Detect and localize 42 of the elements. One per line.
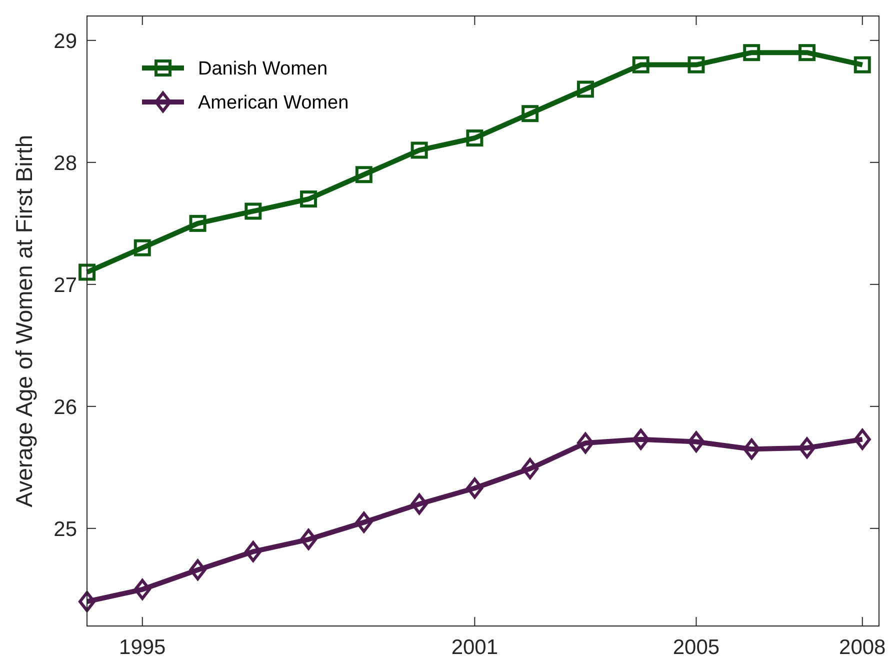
point xyxy=(134,239,151,256)
y-tick-label: 27 xyxy=(54,274,77,297)
legend-label: Danish Women xyxy=(198,58,328,80)
point xyxy=(355,512,372,533)
y-tick-label: 25 xyxy=(54,518,77,541)
y-axis-title: Average Age of Women at First Birth xyxy=(11,134,37,508)
point xyxy=(854,428,871,450)
point xyxy=(189,559,206,580)
legend-label: American Women xyxy=(198,92,349,114)
point xyxy=(798,437,816,458)
x-tick-label: 1995 xyxy=(119,636,166,659)
y-tick-label: 28 xyxy=(54,152,77,175)
point xyxy=(522,458,539,480)
x-tick-label: 2005 xyxy=(672,636,720,659)
point xyxy=(632,428,650,450)
x-tick-label: 2008 xyxy=(839,636,886,659)
y-tick-label: 26 xyxy=(54,396,77,419)
point xyxy=(78,591,96,612)
point xyxy=(244,202,262,220)
point xyxy=(688,431,705,452)
point xyxy=(576,80,594,98)
y-tick-label: 29 xyxy=(54,30,77,53)
point xyxy=(78,264,96,281)
point xyxy=(466,130,484,146)
point xyxy=(688,56,705,74)
point xyxy=(410,142,428,159)
point xyxy=(522,105,539,122)
point xyxy=(743,438,760,460)
point xyxy=(410,494,428,514)
point xyxy=(189,214,206,232)
point xyxy=(300,190,318,208)
point xyxy=(854,56,871,74)
point xyxy=(300,528,318,550)
point xyxy=(244,541,262,562)
point xyxy=(134,578,151,600)
point xyxy=(355,166,372,184)
x-tick-label: 2001 xyxy=(451,636,498,659)
point xyxy=(743,44,760,62)
point xyxy=(632,56,650,74)
point xyxy=(576,432,594,454)
point xyxy=(466,478,484,499)
point xyxy=(798,44,816,62)
